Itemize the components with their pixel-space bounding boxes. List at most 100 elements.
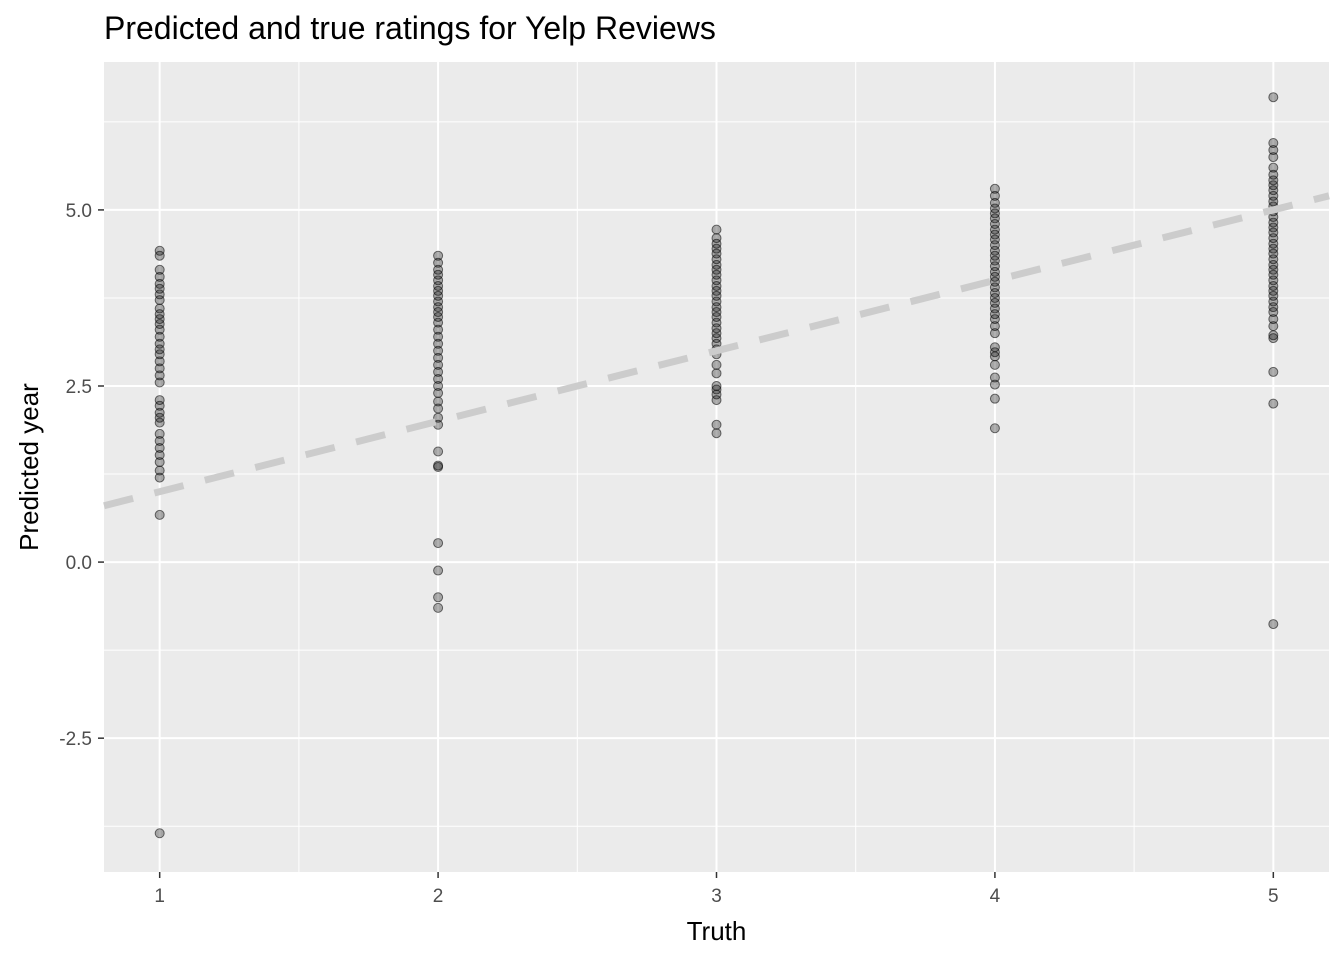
data-point bbox=[989, 190, 1000, 201]
data-point bbox=[711, 333, 722, 344]
data-point bbox=[154, 356, 165, 367]
data-point bbox=[433, 412, 444, 423]
data-point bbox=[989, 328, 1000, 339]
data-point bbox=[154, 324, 165, 335]
x-tick-label: 3 bbox=[711, 886, 722, 907]
data-point bbox=[433, 565, 444, 576]
data-point bbox=[154, 450, 165, 461]
data-point bbox=[154, 289, 165, 300]
data-point bbox=[433, 403, 444, 414]
data-point bbox=[1268, 233, 1279, 244]
data-point bbox=[989, 240, 1000, 251]
data-point bbox=[154, 295, 165, 306]
data-point bbox=[1268, 619, 1279, 630]
data-point bbox=[1268, 145, 1279, 156]
data-point bbox=[989, 219, 1000, 229]
data-point bbox=[154, 457, 165, 468]
data-point bbox=[154, 250, 165, 261]
data-point bbox=[433, 317, 444, 328]
x-tick-label: 2 bbox=[433, 886, 444, 907]
data-point bbox=[989, 303, 1000, 314]
data-point bbox=[989, 183, 1000, 194]
data-point bbox=[154, 428, 165, 439]
data-point bbox=[1268, 190, 1279, 201]
data-point bbox=[989, 359, 1000, 370]
data-point bbox=[433, 366, 444, 377]
data-point bbox=[1268, 307, 1279, 318]
data-point bbox=[711, 368, 722, 379]
data-point bbox=[433, 359, 444, 370]
data-point bbox=[154, 417, 165, 428]
data-point bbox=[711, 359, 722, 370]
data-point bbox=[1268, 366, 1279, 377]
data-point bbox=[989, 213, 1000, 224]
data-point bbox=[433, 269, 444, 280]
data-point bbox=[1268, 275, 1279, 286]
data-point bbox=[711, 428, 722, 439]
data-point bbox=[1268, 169, 1279, 180]
data-point bbox=[433, 592, 444, 603]
data-point bbox=[711, 224, 722, 235]
data-point bbox=[711, 419, 722, 430]
data-point bbox=[433, 290, 444, 301]
data-point bbox=[433, 462, 444, 472]
data-point bbox=[433, 381, 444, 391]
y-tick-label: 0.0 bbox=[66, 553, 92, 574]
data-point bbox=[989, 282, 1000, 293]
data-point bbox=[1268, 321, 1279, 332]
data-point bbox=[154, 509, 165, 520]
data-point bbox=[433, 373, 444, 384]
data-point bbox=[989, 255, 1000, 266]
data-point bbox=[1268, 248, 1279, 259]
data-point bbox=[154, 349, 165, 360]
data-point bbox=[989, 393, 1000, 404]
data-point bbox=[1268, 92, 1279, 103]
x-tick-label: 1 bbox=[154, 886, 165, 907]
data-point bbox=[154, 338, 165, 349]
data-point bbox=[1268, 290, 1279, 301]
data-point bbox=[433, 324, 444, 335]
chart-title: Predicted and true ratings for Yelp Revi… bbox=[104, 10, 716, 46]
data-point bbox=[989, 423, 1000, 434]
major-gridlines bbox=[104, 62, 1329, 872]
data-point bbox=[433, 538, 444, 549]
data-point bbox=[989, 351, 1000, 362]
data-point bbox=[154, 472, 165, 483]
data-point bbox=[1268, 296, 1279, 307]
data-point bbox=[1268, 398, 1279, 409]
data-point bbox=[154, 319, 165, 330]
data-point bbox=[711, 389, 722, 400]
data-point bbox=[154, 331, 165, 342]
data-point bbox=[154, 435, 165, 446]
data-point bbox=[154, 400, 165, 411]
data-point bbox=[154, 303, 165, 314]
y-tick-label: -2.5 bbox=[59, 729, 92, 750]
data-point bbox=[711, 317, 722, 328]
data-point bbox=[433, 388, 444, 399]
data-point bbox=[433, 602, 444, 613]
data-point bbox=[989, 197, 1000, 208]
data-point bbox=[1268, 330, 1279, 341]
data-point bbox=[154, 442, 165, 453]
data-point bbox=[154, 283, 165, 294]
data-point bbox=[433, 311, 444, 322]
data-point bbox=[711, 311, 722, 322]
y-axis-title: Predicted year bbox=[14, 383, 44, 551]
data-point bbox=[154, 271, 165, 282]
data-point bbox=[433, 250, 444, 261]
data-point bbox=[711, 254, 722, 265]
data-point bbox=[989, 261, 1000, 272]
data-point bbox=[433, 331, 444, 342]
y-tick-label: 5.0 bbox=[66, 201, 92, 222]
data-point bbox=[989, 372, 1000, 383]
data-point bbox=[433, 446, 444, 457]
x-tick-label: 4 bbox=[990, 886, 1001, 907]
data-point bbox=[989, 276, 1000, 287]
data-point bbox=[989, 314, 1000, 325]
x-tick-label: 5 bbox=[1268, 886, 1279, 907]
data-point bbox=[989, 379, 1000, 390]
data-point bbox=[989, 297, 1000, 308]
data-point bbox=[433, 352, 444, 363]
data-point bbox=[433, 275, 444, 286]
